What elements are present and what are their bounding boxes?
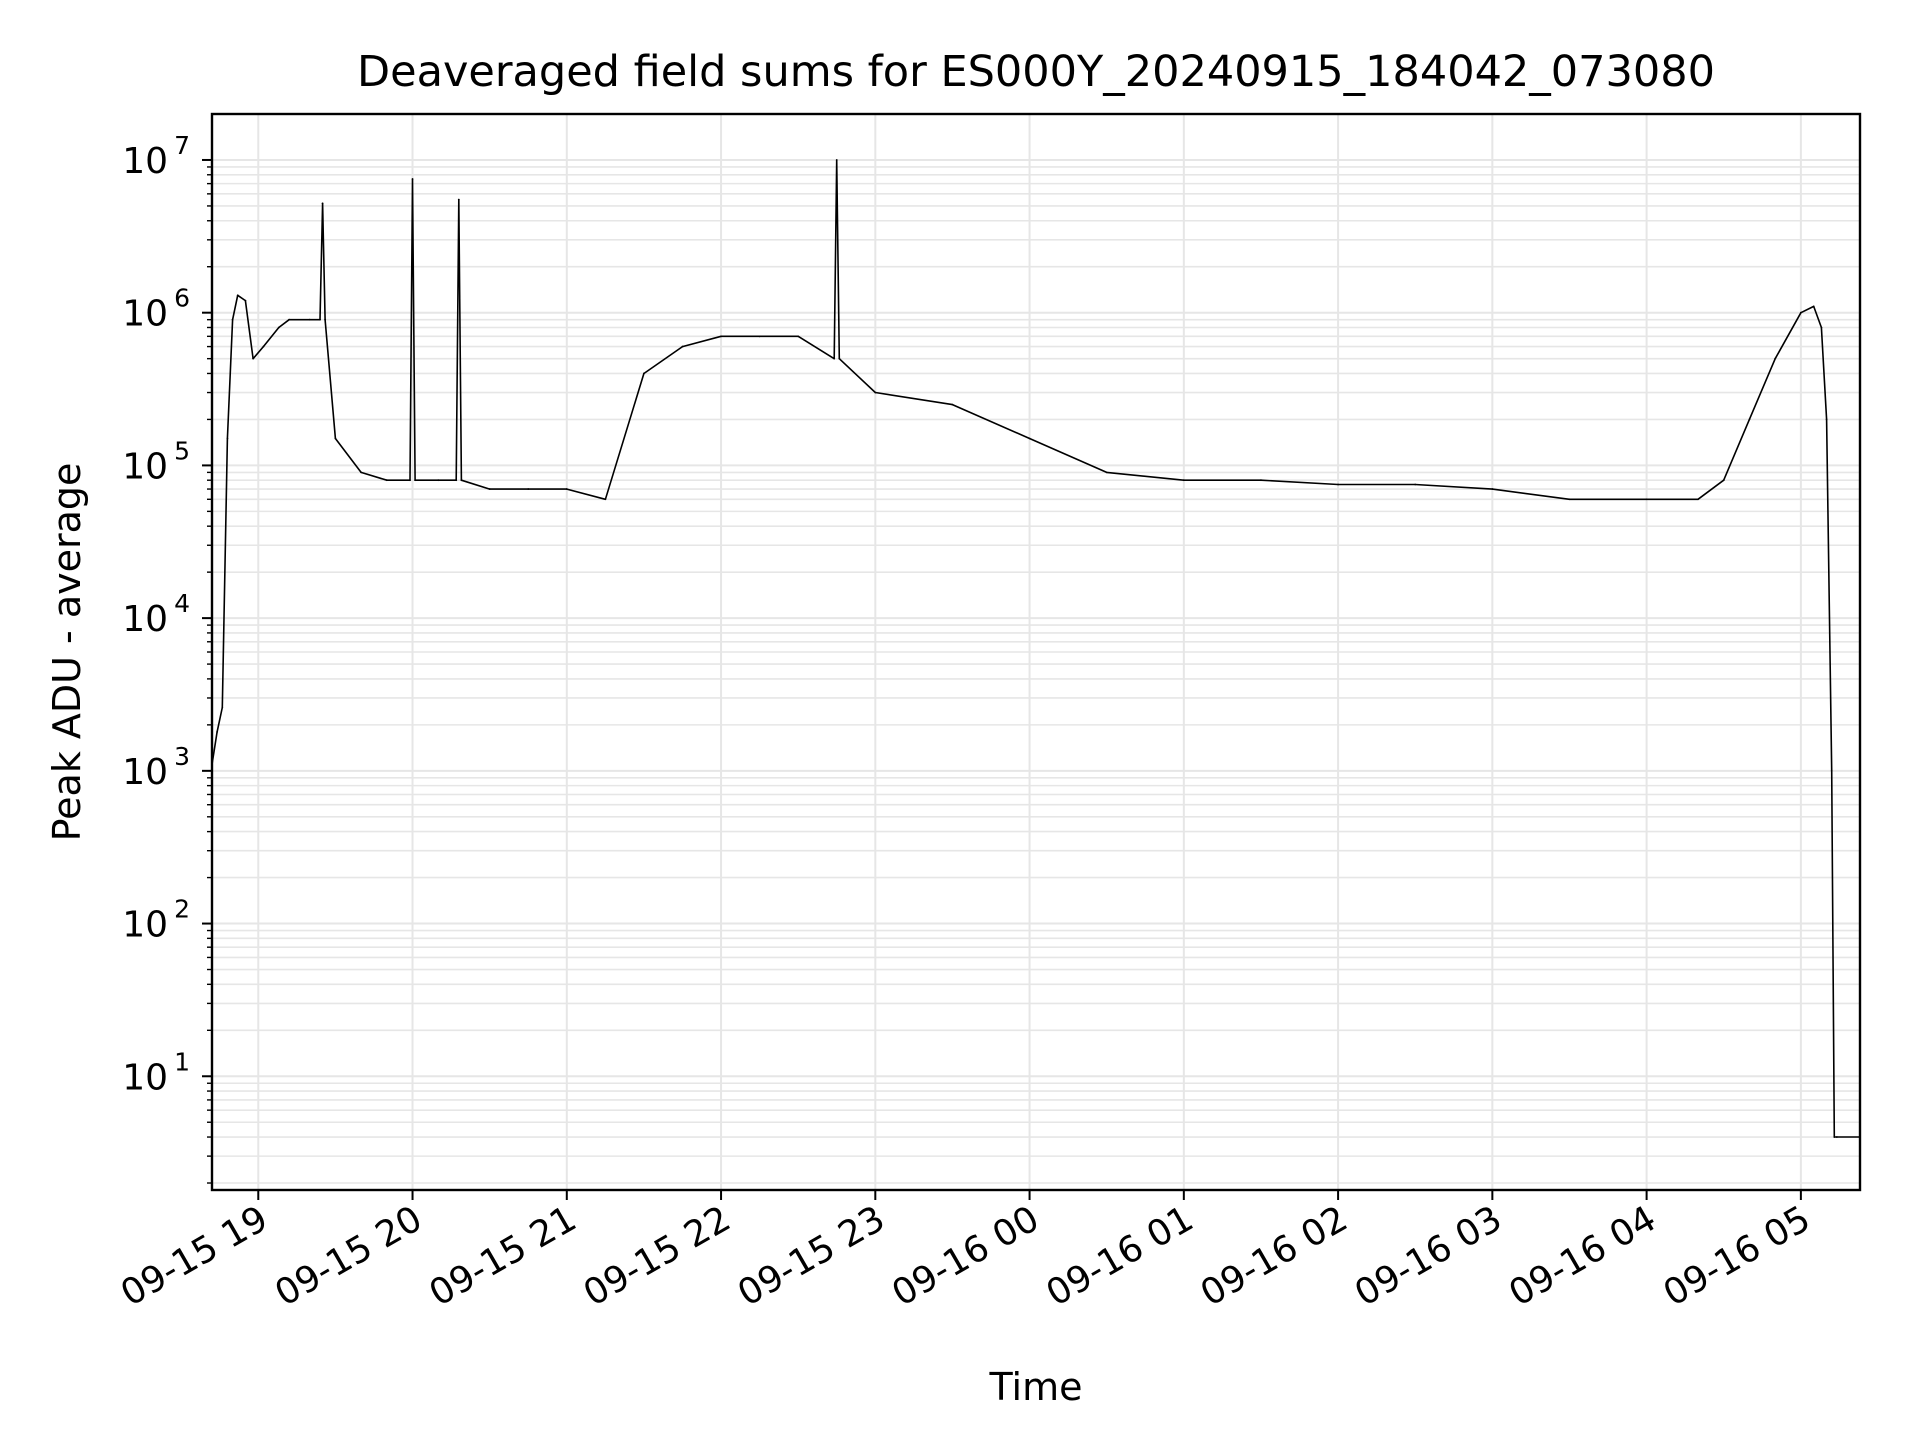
data-point	[460, 479, 463, 482]
data-point	[797, 335, 800, 338]
y-tick-label: 10	[122, 752, 168, 793]
data-point	[262, 345, 265, 348]
data-point	[1105, 471, 1108, 474]
y-tick-label: 10	[122, 1057, 168, 1098]
data-point	[1028, 437, 1031, 440]
y-tick-label: 10	[122, 294, 168, 335]
data-point	[604, 498, 607, 501]
y-tick-label: 10	[122, 446, 168, 487]
data-point	[1697, 498, 1699, 501]
data-point	[321, 202, 324, 205]
x-axis-label: Time	[989, 1365, 1083, 1409]
data-point	[236, 294, 239, 297]
data-point	[226, 437, 229, 440]
x-tick-label: 09-15 19	[114, 1198, 275, 1314]
data-point	[385, 479, 388, 482]
series-line	[211, 159, 1860, 1138]
x-tick-label: 09-16 01	[1040, 1198, 1201, 1314]
data-point	[951, 403, 954, 406]
x-tick-label: 09-16 05	[1657, 1198, 1818, 1314]
data-point	[1799, 311, 1802, 314]
data-point	[1833, 1136, 1836, 1138]
y-axis-label: Peak ADU - average	[45, 463, 89, 842]
chart-title: Deaveraged field sums for ES000Y_2024091…	[357, 47, 1715, 97]
x-tick-label: 09-16 03	[1348, 1198, 1509, 1314]
data-point	[455, 479, 458, 482]
data-point	[288, 318, 291, 321]
y-tick-label: 10	[122, 905, 168, 946]
data-point	[1260, 479, 1262, 482]
y-tick-exponent: 2	[174, 895, 190, 924]
y-tick-exponent: 1	[174, 1047, 190, 1076]
x-tick-label: 09-16 02	[1194, 1198, 1355, 1314]
data-point	[1820, 326, 1823, 329]
data-point	[216, 730, 219, 733]
data-point	[1414, 483, 1417, 486]
y-tick-exponent: 5	[174, 436, 190, 465]
data-point	[409, 479, 411, 482]
data-point	[308, 318, 311, 321]
data-point	[833, 357, 836, 360]
y-tick-label: 10	[122, 599, 168, 640]
data-point	[758, 335, 761, 338]
x-tick-label: 09-16 00	[885, 1198, 1046, 1314]
y-tick-exponent: 6	[174, 284, 190, 313]
data-point	[681, 345, 684, 348]
data-point	[643, 372, 645, 375]
x-tick-label: 09-15 22	[577, 1198, 738, 1314]
data-point	[835, 159, 838, 161]
series-layer	[211, 159, 1861, 1138]
data-point	[838, 357, 841, 360]
data-point	[1748, 418, 1751, 421]
data-point	[437, 479, 440, 482]
data-point	[411, 178, 414, 180]
data-point	[527, 488, 530, 490]
data-point	[720, 335, 722, 338]
y-tick-exponent: 3	[174, 742, 190, 771]
data-point	[1182, 479, 1185, 482]
data-point	[1825, 418, 1828, 421]
data-point	[1337, 483, 1339, 486]
y-tick-label: 10	[122, 141, 168, 182]
data-point	[1835, 1136, 1838, 1138]
data-point	[360, 471, 363, 474]
data-point	[1645, 498, 1648, 501]
data-point	[231, 318, 234, 321]
data-point	[319, 318, 321, 321]
data-point	[1491, 488, 1494, 490]
x-tick-label: 09-15 20	[268, 1198, 429, 1314]
grid-layer	[212, 114, 1860, 1190]
data-point	[324, 318, 327, 321]
data-point	[1568, 498, 1571, 501]
x-tick-label: 09-15 21	[423, 1198, 584, 1314]
data-point	[1812, 305, 1815, 308]
y-tick-exponent: 4	[174, 589, 190, 618]
y-tick-exponent: 7	[174, 131, 190, 160]
data-point	[277, 326, 280, 329]
data-point	[414, 479, 417, 482]
data-point	[1722, 479, 1725, 482]
x-tick-label: 09-16 04	[1502, 1198, 1663, 1314]
data-point	[1774, 357, 1777, 360]
data-point	[334, 437, 337, 440]
data-point	[488, 488, 491, 490]
data-point	[244, 299, 247, 302]
data-point	[1830, 769, 1833, 772]
data-point	[457, 198, 460, 201]
data-point	[874, 391, 877, 394]
data-point	[221, 706, 224, 709]
data-point	[252, 357, 255, 360]
x-tick-label: 09-15 23	[731, 1198, 892, 1314]
data-point	[565, 488, 568, 490]
